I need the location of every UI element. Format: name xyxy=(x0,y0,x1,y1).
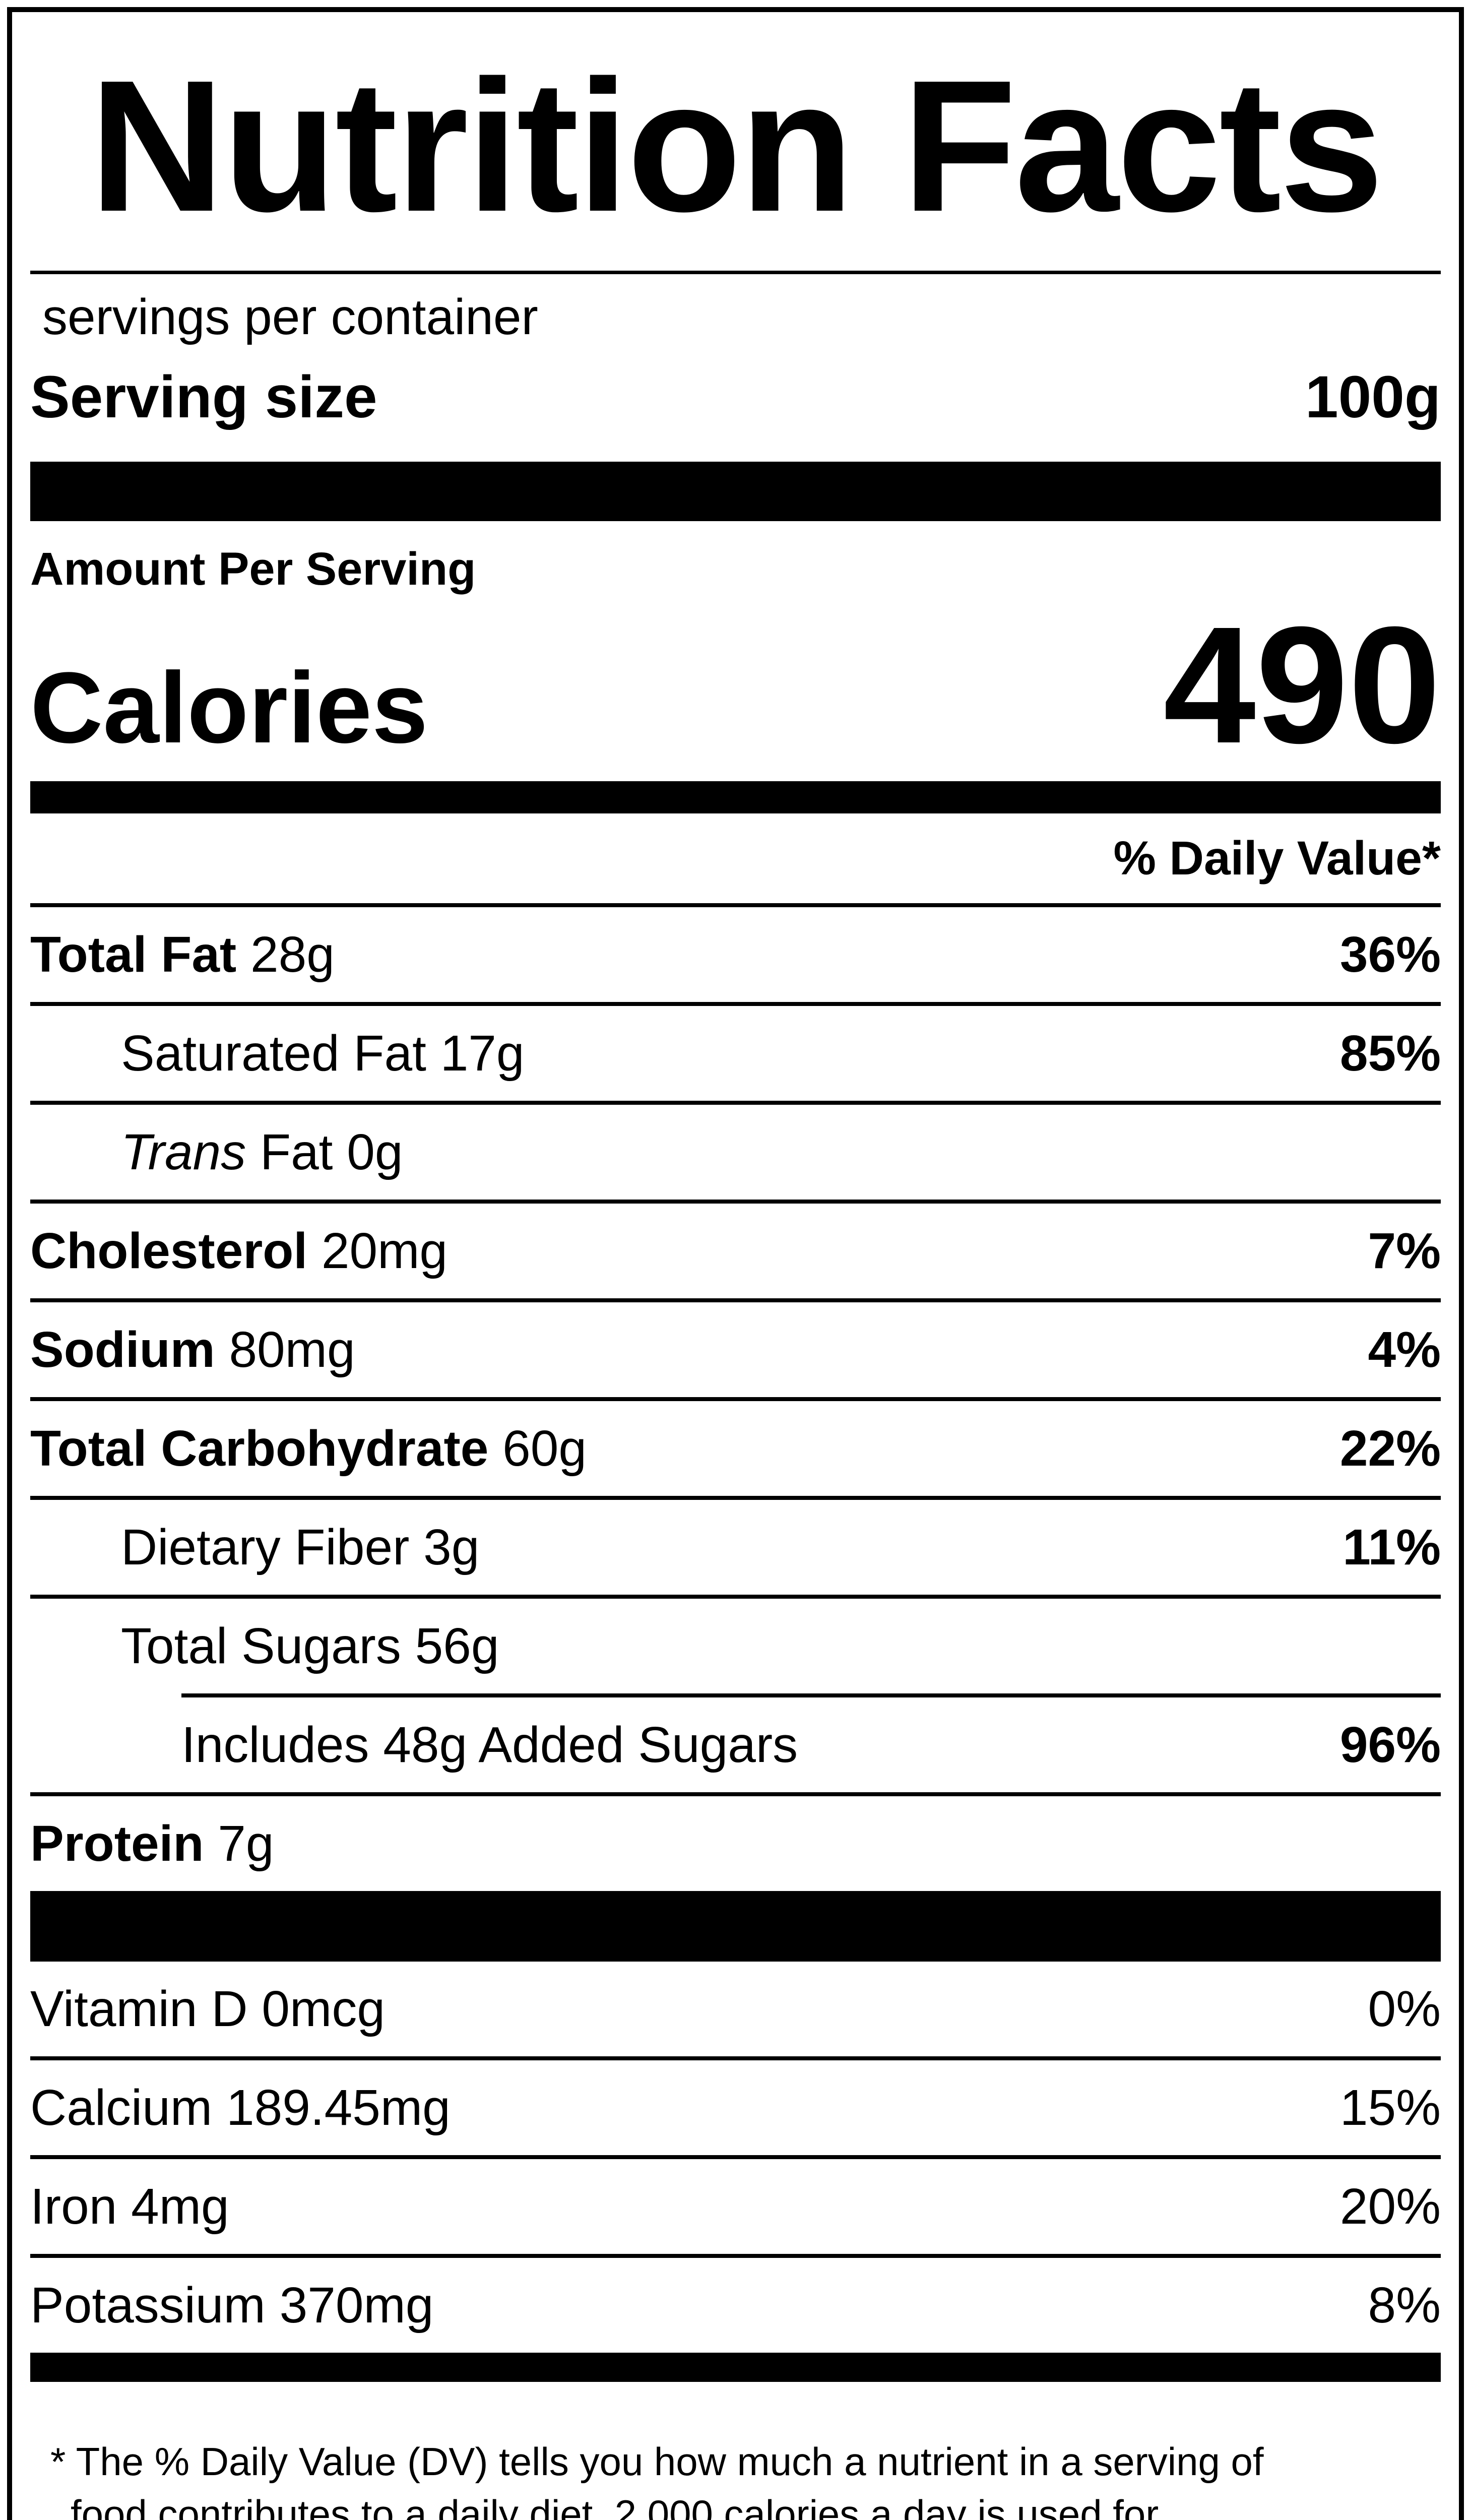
daily-value-percent: 20% xyxy=(1339,2178,1441,2235)
daily-value-percent: 22% xyxy=(1339,1420,1441,1477)
divider xyxy=(30,1397,1441,1401)
nutrient-name: Sodium 80mg xyxy=(30,1321,355,1378)
divider xyxy=(30,903,1441,907)
vitamin-row: Calcium 189.45mg 15% xyxy=(30,2060,1441,2155)
nutrient-row: Sodium 80mg 4% xyxy=(30,1302,1441,1397)
serving-size-label: Serving size xyxy=(30,363,377,430)
nutrient-row: Includes 48g Added Sugars 96% xyxy=(30,1697,1441,1792)
nutrient-name: Dietary Fiber 3g xyxy=(121,1519,480,1576)
nutrient-row: Trans Fat 0g xyxy=(30,1105,1441,1200)
calories-label: Calories xyxy=(30,651,428,764)
vitamin-row: Iron 4mg 20% xyxy=(30,2159,1441,2254)
vitamin-row: Vitamin D 0mcg 0% xyxy=(30,1962,1441,2056)
daily-value-percent: 0% xyxy=(1368,1980,1441,2037)
nutrient-name: Cholesterol 20mg xyxy=(30,1222,448,1279)
nutrient-row: Saturated Fat 17g 85% xyxy=(30,1006,1441,1101)
divider xyxy=(30,1001,1441,1006)
vitamin-rows: Vitamin D 0mcg 0% Calcium 189.45mg 15% Iron … xyxy=(30,1962,1441,2353)
nutrient-name: Total Fat 28g xyxy=(30,926,335,983)
amount-per-serving-label: Amount Per Serving xyxy=(30,543,476,595)
daily-value-percent: 11% xyxy=(1342,1519,1441,1576)
nutrient-row: Protein 7g xyxy=(30,1796,1441,1891)
nutrient-name: Calcium 189.45mg xyxy=(30,2079,451,2136)
footnote: * The % Daily Value (DV) tells you how m… xyxy=(50,2439,1264,2520)
nutrient-name: Vitamin D 0mcg xyxy=(30,1980,385,2037)
nutrient-name: Trans Fat 0g xyxy=(121,1123,403,1180)
daily-value-percent: 4% xyxy=(1368,1321,1441,1378)
divider xyxy=(30,2056,1441,2060)
nutrient-name: Protein 7g xyxy=(30,1815,274,1872)
divider xyxy=(30,2253,1441,2258)
nutrition-facts-label: Nutrition Facts servings per container S… xyxy=(7,7,1464,2520)
daily-value-percent: 96% xyxy=(1339,1716,1441,1773)
nutrient-name: Includes 48g Added Sugars xyxy=(181,1716,798,1773)
nutrient-name: Total Sugars 56g xyxy=(121,1617,499,1674)
vitamin-row: Potassium 370mg 8% xyxy=(30,2258,1441,2353)
nutrient-row: Cholesterol 20mg 7% xyxy=(30,1204,1441,1298)
nutrient-name: Total Carbohydrate 60g xyxy=(30,1420,587,1477)
divider xyxy=(30,1495,1441,1500)
divider xyxy=(30,1100,1441,1105)
thick-bar xyxy=(30,1891,1441,1962)
nutrient-row: Total Sugars 56g xyxy=(30,1599,1441,1693)
calories-row: Calories 490 xyxy=(30,597,1441,781)
medium-bar xyxy=(30,2352,1441,2382)
serving-size-value: 100g xyxy=(1305,363,1441,430)
calories-value: 490 xyxy=(1163,591,1441,778)
daily-value-percent: 36% xyxy=(1339,926,1441,983)
divider xyxy=(30,1594,1441,1599)
divider xyxy=(30,1792,1441,1796)
divider xyxy=(181,1693,1441,1697)
nutrient-name: Saturated Fat 17g xyxy=(121,1025,525,1082)
daily-value-percent: 15% xyxy=(1339,2079,1441,2136)
nutrient-row: Total Carbohydrate 60g 22% xyxy=(30,1401,1441,1496)
thick-bar xyxy=(30,461,1441,521)
divider xyxy=(30,1199,1441,1204)
daily-value-percent: 7% xyxy=(1368,1222,1441,1279)
daily-value-percent: 8% xyxy=(1368,2277,1441,2334)
medium-bar xyxy=(30,781,1441,813)
nutrient-rows: Total Fat 28g 36% Saturated Fat 17g 85% Tran… xyxy=(30,907,1441,1891)
serving-size-row: Serving size 100g xyxy=(30,350,1441,462)
divider xyxy=(30,270,1441,274)
daily-value-percent: 85% xyxy=(1339,1025,1441,1082)
divider xyxy=(30,1298,1441,1302)
nutrient-name: Iron 4mg xyxy=(30,2178,229,2235)
divider xyxy=(30,2155,1441,2159)
nutrient-name: Potassium 370mg xyxy=(30,2277,434,2334)
daily-value-header: % Daily Value* xyxy=(1113,831,1441,885)
nutrient-row: Dietary Fiber 3g 11% xyxy=(30,1500,1441,1595)
label-title: Nutrition Facts xyxy=(89,41,1384,250)
servings-per-container: servings per container xyxy=(42,288,538,345)
nutrient-row: Total Fat 28g 36% xyxy=(30,907,1441,1002)
